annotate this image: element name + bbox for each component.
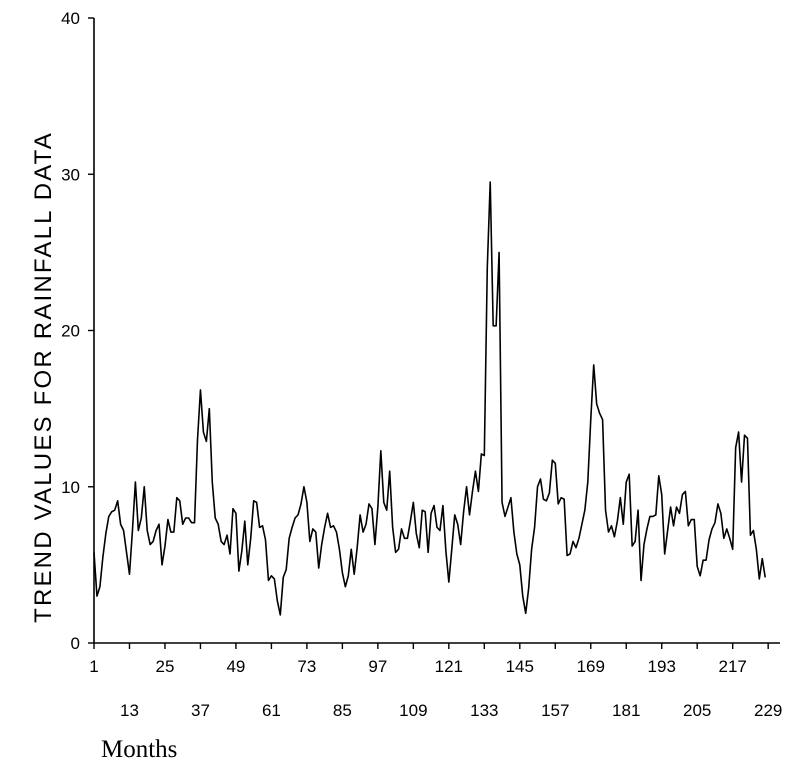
series-line (93, 181, 767, 616)
y-tick-label: 10 (61, 478, 80, 497)
x-tick-label-lower: 133 (470, 701, 498, 720)
x-tick-label-lower: 229 (754, 701, 782, 720)
x-tick-label-lower: 85 (333, 701, 352, 720)
x-tick-label-lower: 157 (541, 701, 569, 720)
x-tick-label-upper: 25 (156, 657, 175, 676)
x-tick-label-upper: 73 (297, 657, 316, 676)
x-tick-label-lower: 205 (683, 701, 711, 720)
x-tick-label-upper: 97 (368, 657, 387, 676)
x-tick-label-upper: 121 (435, 657, 463, 676)
x-tick-label-upper: 217 (719, 657, 747, 676)
y-tick-label: 0 (71, 634, 80, 653)
y-tick-label: 20 (61, 322, 80, 341)
axes: 0 10 20 30 40 1 25 49 73 97 121 145 169 193 217 13 37 61 8… (61, 9, 782, 720)
y-tick-label: 30 (61, 165, 80, 184)
x-axis-label: Months (101, 736, 177, 763)
y-tick-label: 40 (61, 9, 80, 28)
x-tick-label-upper: 1 (89, 657, 98, 676)
y-axis-label: TREND VALUES FOR RAINFALL DATA (30, 131, 57, 623)
x-tick-label-upper: 49 (226, 657, 245, 676)
x-tick-label-lower: 181 (612, 701, 640, 720)
x-tick-label-upper: 169 (577, 657, 605, 676)
x-tick-label-lower: 13 (120, 701, 139, 720)
x-tick-label-lower: 61 (262, 701, 281, 720)
x-tick-label-upper: 193 (648, 657, 676, 676)
x-tick-label-upper: 145 (506, 657, 534, 676)
plot-area (93, 181, 767, 616)
x-tick-label-lower: 109 (399, 701, 427, 720)
x-tick-label-lower: 37 (191, 701, 210, 720)
